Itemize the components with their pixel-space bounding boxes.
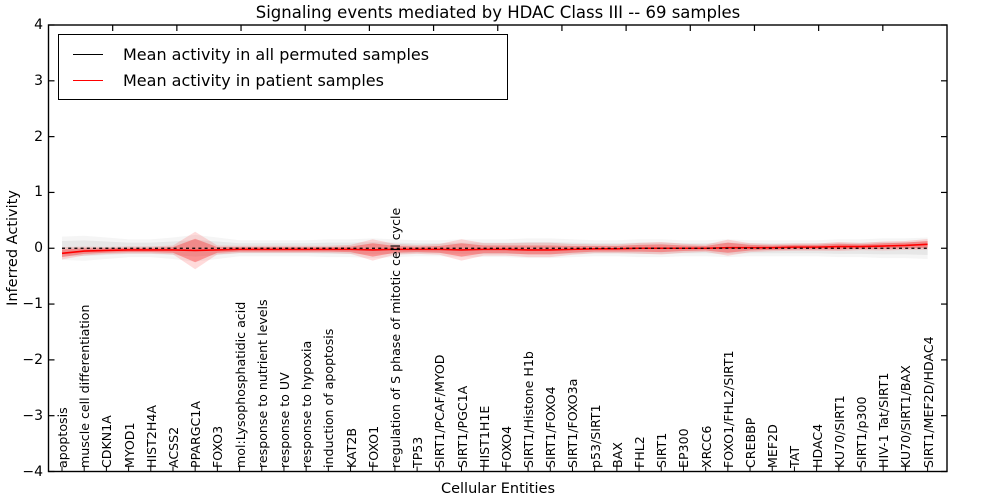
y-tick-label: −1 (22, 296, 43, 313)
patient-mean-line (61, 243, 928, 255)
y-tick-label: −3 (22, 407, 43, 424)
legend-label: Mean activity in all permuted samples (123, 44, 430, 64)
x-tick-label: FOXO1 (365, 425, 381, 468)
x-tick-label: KU70/SIRT1 (831, 395, 847, 468)
x-tick-label: CDKN1A (99, 415, 115, 468)
y-axis-label: Inferred Activity (5, 190, 21, 306)
x-tick-label: PPARGC1A (188, 401, 204, 468)
x-tick-label: HDAC4 (809, 423, 825, 468)
x-tick-label: p53/SIRT1 (587, 404, 603, 468)
x-tick-label: mol:Lysophosphatidic acid (232, 301, 248, 468)
x-tick-label: EP300 (676, 428, 692, 468)
x-tick-label: HIV-1 Tat/SIRT1 (876, 372, 892, 468)
x-tick-label: SIRT1/MEF2D/HDAC4 (920, 336, 936, 468)
x-tick-label: FHL2 (632, 436, 648, 468)
y-tick-label: −2 (22, 351, 43, 368)
confidence-band (62, 234, 928, 262)
x-tick-label: HIST2H4A (143, 405, 159, 468)
x-tick-label: SIRT1 (654, 432, 670, 468)
y-tick-label: 1 (34, 184, 43, 201)
x-tick-label: muscle cell differentiation (77, 304, 93, 469)
x-tick-label: SIRT1/PGC1A (454, 385, 470, 468)
x-tick-label: CREBBP (743, 417, 759, 468)
chart-title: Signaling events mediated by HDAC Class … (255, 3, 741, 22)
y-tick-label: −4 (22, 463, 43, 480)
x-tick-label: FOXO1/FHL2/SIRT1 (720, 350, 736, 468)
y-tick-label: 4 (34, 17, 43, 33)
x-tick-label: response to hypoxia (299, 340, 315, 468)
x-tick-label: SIRT1/Histone H1b (521, 351, 537, 468)
x-tick-label: KU70/SIRT1/BAX (898, 365, 914, 468)
legend-label: Mean activity in patient samples (123, 70, 384, 90)
x-tick-label: SIRT1/p300 (854, 396, 870, 468)
x-tick-label: BAX (609, 442, 625, 468)
x-axis-label: Cellular Entities (440, 481, 556, 497)
y-tick-label: 2 (34, 128, 43, 145)
x-tick-label: FOXO3 (210, 425, 226, 468)
x-tick-label: FOXO4 (498, 425, 514, 468)
red-line-sample-icon (73, 79, 103, 81)
x-tick-label: HIST1H1E (476, 405, 492, 468)
x-tick-label: induction of apoptosis (321, 328, 337, 468)
x-tick-label: SIRT1/FOXO3a (565, 378, 581, 468)
x-tick-label: response to nutrient levels (254, 299, 270, 468)
x-tick-label: SIRT1/PCAF/MYOD (432, 354, 448, 468)
x-tick-label: XRCC6 (698, 425, 714, 468)
x-tick-label: MEF2D (765, 424, 781, 468)
x-tick-label: KAT2B (343, 427, 359, 468)
y-tick-label: 3 (34, 72, 43, 89)
x-tick-label: TAT (787, 445, 803, 468)
x-tick-label: response to UV (276, 372, 292, 468)
x-tick-label: SIRT1/FOXO4 (543, 386, 559, 468)
confidence-band (62, 238, 928, 263)
legend-box: Mean activity in all permuted samples Me… (58, 34, 508, 100)
confidence-band (62, 231, 928, 270)
x-tick-label: TP53 (410, 436, 426, 468)
x-tick-label: ACSS2 (165, 426, 181, 468)
legend-item-patient: Mean activity in patient samples (73, 67, 497, 93)
black-line-sample-icon (73, 53, 103, 55)
x-tick-label: apoptosis (55, 407, 70, 468)
x-tick-label: MYOD1 (121, 422, 137, 469)
legend-item-permuted: Mean activity in all permuted samples (73, 41, 497, 67)
confidence-band (62, 239, 928, 257)
y-tick-label: 0 (34, 240, 43, 257)
x-tick-label: regulation of S phase of mitotic cell cy… (387, 207, 403, 468)
